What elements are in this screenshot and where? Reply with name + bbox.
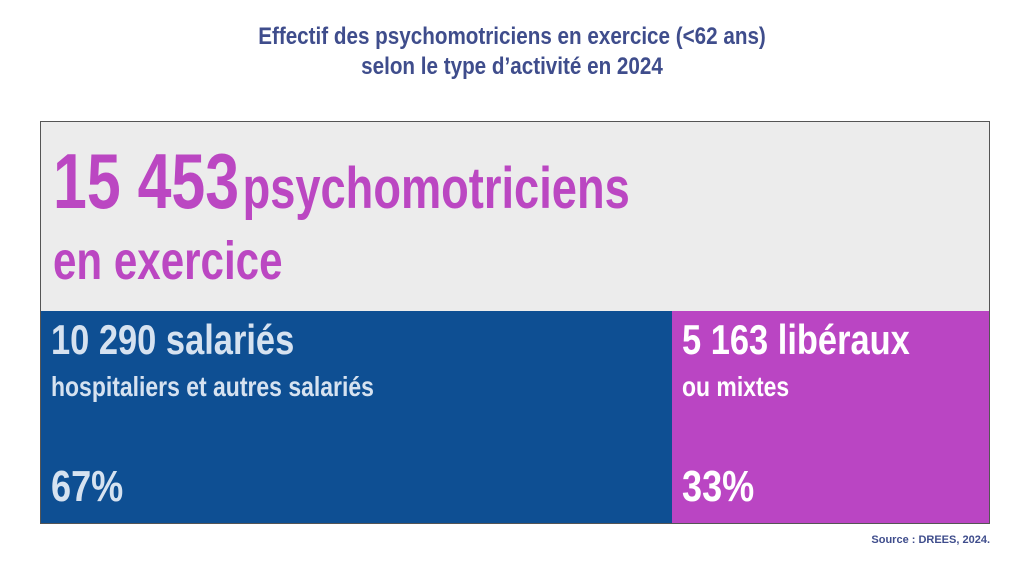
chart-title-line1: Effectif des psychomotriciens en exercic…: [258, 23, 766, 50]
salaried-value: 10 290: [51, 316, 157, 363]
salaried-sublabel: hospitaliers et autres salariés: [51, 371, 374, 402]
liberal-label: libéraux: [777, 316, 910, 363]
chart-title-line2: selon le type d’activité en 2024: [361, 53, 663, 80]
salaried-label: salariés: [165, 316, 295, 363]
chart-title: Effectif des psychomotriciens en exercic…: [0, 22, 1024, 82]
bar-segment-liberal: 5 163 libéraux ou mixtes 33%: [672, 311, 989, 523]
salaried-heading: 10 290 salariés: [51, 315, 294, 365]
liberal-sublabel: ou mixtes: [682, 371, 790, 402]
salaried-percent: 67%: [51, 462, 124, 511]
total-word: psychomotriciens: [242, 156, 630, 221]
infographic-panel: 15 453 psychomotriciens en exercice 10 2…: [40, 121, 990, 524]
liberal-heading: 5 163 libéraux: [682, 315, 910, 365]
source-note: Source : DREES, 2024.: [871, 534, 990, 546]
total-word-line2: en exercice: [53, 231, 283, 291]
total-label: 15 453 psychomotriciens en exercice: [53, 136, 630, 296]
proportion-bar: 10 290 salariés hospitaliers et autres s…: [41, 311, 989, 523]
liberal-value: 5 163: [682, 316, 769, 363]
total-value: 15 453: [53, 137, 240, 225]
bar-segment-salaried: 10 290 salariés hospitaliers et autres s…: [41, 311, 672, 523]
liberal-percent: 33%: [682, 462, 755, 511]
